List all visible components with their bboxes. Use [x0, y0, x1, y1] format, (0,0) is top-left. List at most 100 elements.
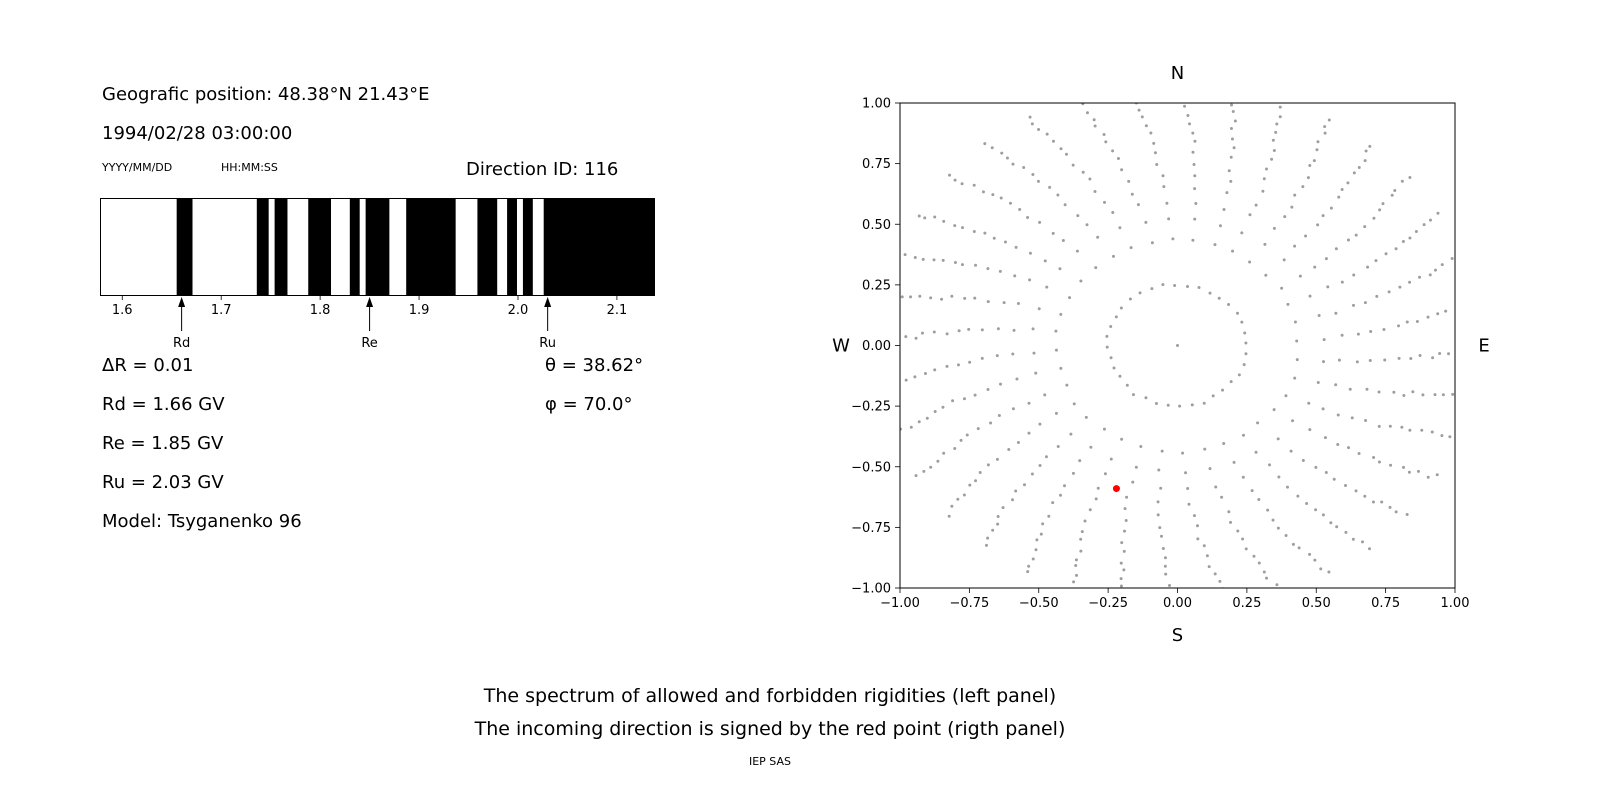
gray-dot — [1178, 404, 1182, 408]
gray-dot — [997, 414, 1001, 418]
gray-dot — [1081, 103, 1085, 106]
gray-dot — [989, 421, 993, 425]
gray-dot — [921, 257, 925, 261]
gray-dot — [940, 297, 944, 301]
gray-dot — [1192, 514, 1196, 518]
re-text: Re = 1.85 GV — [102, 433, 224, 454]
gray-dot — [1414, 230, 1418, 234]
gray-dot — [1408, 428, 1412, 432]
direction-id-text: Direction ID: 116 — [466, 159, 619, 180]
gray-dot — [1150, 287, 1154, 291]
gray-dot — [1217, 296, 1221, 300]
gray-dot — [1028, 251, 1032, 255]
gray-dot — [1344, 483, 1348, 487]
gray-dot — [1293, 193, 1297, 197]
gray-dot — [1242, 433, 1246, 437]
x-tick-label: 1.7 — [211, 303, 232, 318]
gray-dot — [1382, 328, 1386, 332]
gray-dot — [933, 368, 937, 372]
gray-dot — [1013, 274, 1017, 278]
gray-dot — [1387, 290, 1391, 294]
gray-dot — [1233, 119, 1237, 123]
caption-line-1: The spectrum of allowed and forbidden ri… — [483, 685, 1057, 707]
gray-dot — [1056, 445, 1060, 449]
gray-dot — [980, 328, 984, 332]
gray-dot — [925, 416, 929, 420]
date-format-label: YYYY/MM/DD — [102, 161, 173, 174]
gray-dot — [1205, 554, 1209, 558]
gray-dot — [1187, 502, 1191, 506]
gray-dot — [1208, 291, 1212, 295]
gray-dot — [1418, 354, 1422, 358]
gray-dot — [1231, 110, 1235, 114]
gray-dot — [1012, 328, 1016, 332]
gray-dot — [1422, 223, 1426, 227]
gray-dot — [950, 504, 954, 508]
gray-dot — [1441, 393, 1445, 397]
gray-dot — [962, 493, 966, 497]
gray-dot — [1308, 428, 1312, 432]
y-tick-label: −0.75 — [851, 521, 891, 536]
gray-dot — [1184, 98, 1187, 101]
gray-dot — [986, 536, 990, 540]
gray-dot — [1364, 418, 1368, 422]
gray-dot — [1159, 486, 1163, 490]
allowed-band — [308, 198, 332, 296]
gray-dot — [1137, 108, 1141, 112]
gray-dot — [1134, 465, 1138, 469]
gray-dot — [1264, 167, 1268, 171]
gray-dot — [1031, 173, 1035, 177]
gray-dot — [973, 296, 977, 300]
gray-dot — [1244, 352, 1248, 356]
gray-dot — [1278, 115, 1282, 119]
gray-dot — [1468, 344, 1471, 347]
gray-dot — [1440, 263, 1444, 267]
gray-dot — [1031, 557, 1035, 561]
gray-dot — [1119, 577, 1123, 581]
gray-dot — [1119, 306, 1123, 310]
gray-dot — [1016, 301, 1020, 305]
gray-dot — [1161, 174, 1165, 178]
gray-dot — [1195, 524, 1199, 528]
gray-dot — [986, 267, 990, 271]
gray-dot — [1335, 525, 1339, 529]
gray-dot — [1438, 351, 1442, 355]
center-dot — [1176, 344, 1179, 347]
gray-dot — [929, 465, 933, 469]
gray-dot — [1159, 534, 1163, 538]
gray-dot — [1326, 285, 1330, 289]
gray-dot — [1131, 480, 1135, 484]
gray-dot — [983, 231, 987, 235]
gray-dot — [1244, 341, 1248, 345]
gray-dot — [1444, 309, 1448, 313]
gray-dot — [1229, 127, 1233, 131]
gray-dot — [995, 354, 999, 358]
gray-dot — [1457, 252, 1460, 255]
gray-dot — [1218, 579, 1222, 583]
gray-dot — [1381, 202, 1385, 206]
gray-dot — [1230, 103, 1234, 107]
gray-dot — [1203, 447, 1207, 451]
gray-dot — [1436, 312, 1440, 316]
gray-dot — [1166, 403, 1170, 407]
gray-dot — [1408, 236, 1412, 240]
gray-dot — [1000, 151, 1004, 155]
gray-dot — [1213, 243, 1217, 247]
gray-dot — [1433, 268, 1437, 272]
gray-dot — [1003, 240, 1007, 244]
gray-dot — [1005, 156, 1009, 160]
caption-line-2: The incoming direction is signed by the … — [474, 718, 1066, 740]
gray-dot — [1301, 185, 1305, 189]
gray-dot — [1321, 360, 1325, 364]
gray-dot — [1093, 189, 1097, 193]
allowed-band — [365, 198, 390, 296]
allowed-band — [176, 198, 193, 296]
gray-dot — [1120, 437, 1124, 441]
gray-dot — [972, 183, 976, 187]
gray-dot — [990, 146, 994, 150]
gray-dot — [1191, 131, 1195, 135]
gray-dot — [998, 269, 1002, 273]
gray-dot — [1281, 98, 1284, 101]
gray-dot — [1305, 502, 1309, 506]
